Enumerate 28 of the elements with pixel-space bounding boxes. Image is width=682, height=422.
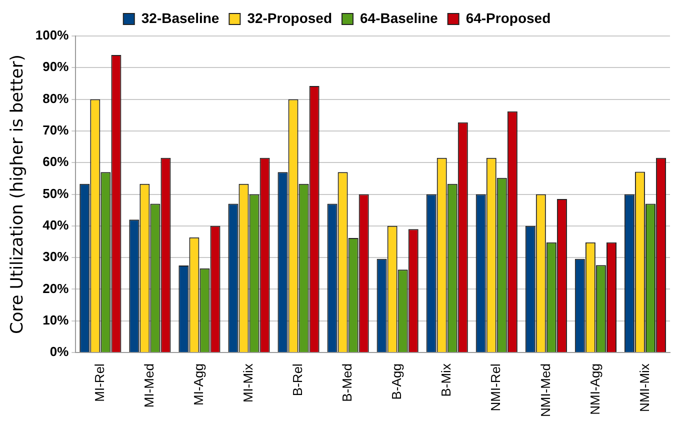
y-tick-label: 20%: [42, 280, 70, 296]
y-axis-title: Core Utilization (higher is better): [8, 54, 28, 334]
x-tick-label: NMI-Med: [538, 364, 553, 418]
x-tick-label: NMI-Agg: [587, 364, 602, 415]
y-tick-label: 50%: [42, 186, 70, 201]
x-tick-label: MI-Rel: [92, 363, 107, 402]
legend-label: 32-Proposed: [247, 10, 332, 26]
x-tick-label: NMI-Rel: [488, 363, 504, 412]
y-tick-label: 0%: [50, 344, 70, 360]
x-tick-label: B-Rel: [290, 363, 306, 396]
y-tick-label: 40%: [42, 218, 70, 233]
x-tick-label: B-Mix: [438, 363, 454, 397]
x-tick-label: B-Agg: [389, 364, 404, 400]
y-tick-label: 60%: [42, 154, 70, 170]
y-tick-label: 100%: [35, 28, 70, 43]
y-tick-label: 10%: [42, 312, 70, 328]
legend-label: 64-Baseline: [360, 10, 438, 26]
y-tick-label: 90%: [42, 59, 70, 74]
y-tick-label: 80%: [42, 90, 70, 106]
y-tick-label: 70%: [42, 122, 70, 138]
x-tick-label: MI-Mix: [240, 363, 256, 403]
legend-label: 32-Baseline: [141, 10, 220, 26]
x-tick-label: NMI-Mix: [636, 363, 652, 412]
y-tick-label: 30%: [42, 249, 70, 264]
x-tick-label: MI-Med: [142, 364, 157, 408]
legend-label: 64-Proposed: [466, 10, 551, 26]
x-tick-label: MI-Agg: [191, 364, 206, 406]
x-tick-label: B-Med: [340, 364, 355, 402]
